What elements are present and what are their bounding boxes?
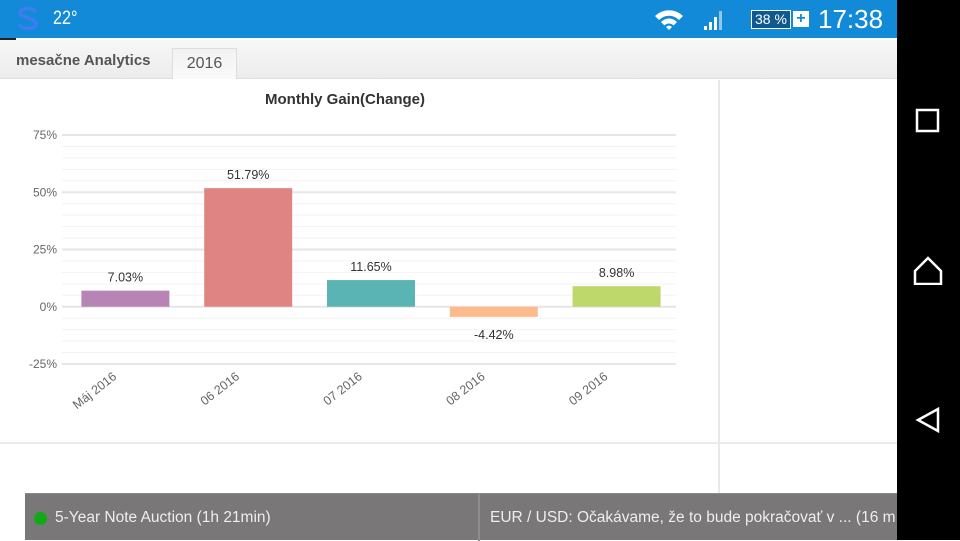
battery-level: 38 %: [751, 9, 791, 29]
y-tick-label: 50%: [33, 185, 57, 199]
battery-indicator: 38 % +: [751, 9, 809, 29]
bar: [204, 188, 293, 307]
data-label: -4.42%: [474, 328, 514, 342]
x-tick-label: 09 2016: [566, 369, 610, 408]
y-tick-label: -25%: [29, 357, 57, 371]
ticker-separator: [478, 494, 480, 541]
data-label: 8.98%: [599, 266, 634, 280]
chart-title: Monthly Gain(Change): [265, 91, 425, 108]
y-tick-label: 75%: [33, 128, 57, 142]
wifi-icon: [655, 10, 683, 30]
divider: [0, 38, 16, 40]
ticker-item[interactable]: EUR / USD: Očakávame, že to bude pokračo…: [490, 509, 896, 526]
recent-apps-icon[interactable]: [913, 105, 943, 135]
data-label: 7.03%: [108, 271, 143, 285]
ticker-item[interactable]: 5-Year Note Auction (1h 21min): [55, 509, 271, 526]
y-tick-label: 0%: [40, 300, 58, 314]
x-tick-label: Máj 2016: [70, 369, 119, 412]
bar-chart: 75% 50% 25% 0% -25% 7.03% 51.79% 11.65% -4.42% 8…: [29, 128, 676, 412]
tab-year[interactable]: 2016: [172, 48, 237, 79]
android-nav-bar: [897, 0, 960, 540]
panel-divider: [718, 80, 720, 540]
panel-divider: [0, 442, 897, 444]
y-tick-label: 25%: [33, 243, 57, 257]
clock: 17:38: [818, 4, 884, 34]
chart-bars: [81, 188, 661, 317]
y-axis-ticks: 75% 50% 25% 0% -25%: [29, 128, 57, 371]
news-ticker[interactable]: 5-Year Note Auction (1h 21min) EUR / USD…: [25, 493, 897, 541]
tab-bar: mesačne Analytics 2016: [0, 40, 897, 79]
app-logo-icon: [18, 6, 38, 31]
bar: [449, 306, 538, 317]
home-icon[interactable]: [913, 255, 943, 285]
bar: [327, 280, 415, 307]
cell-signal-icon: [704, 11, 722, 30]
back-icon[interactable]: [913, 405, 943, 435]
data-label: 51.79%: [227, 168, 269, 182]
x-tick-label: 06 2016: [198, 369, 242, 408]
chart-value-labels: 7.03% 51.79% 11.65% -4.42% 8.98%: [108, 168, 635, 342]
chart-grid: [62, 134, 676, 365]
bar: [572, 286, 661, 307]
x-axis-ticks: Máj 2016 06 2016 07 2016 08 2016 09 2016: [70, 369, 610, 412]
bar: [81, 290, 170, 307]
weather-temperature: 22°: [53, 8, 78, 29]
x-tick-label: 07 2016: [321, 369, 365, 408]
charging-icon: +: [792, 11, 809, 27]
data-label: 11.65%: [350, 260, 391, 274]
status-dot-icon: [34, 512, 47, 525]
x-tick-label: 08 2016: [443, 369, 487, 408]
tab-analytics-title[interactable]: mesačne Analytics: [16, 52, 151, 69]
status-bar: 22° 38 % + 17:38: [0, 0, 897, 38]
